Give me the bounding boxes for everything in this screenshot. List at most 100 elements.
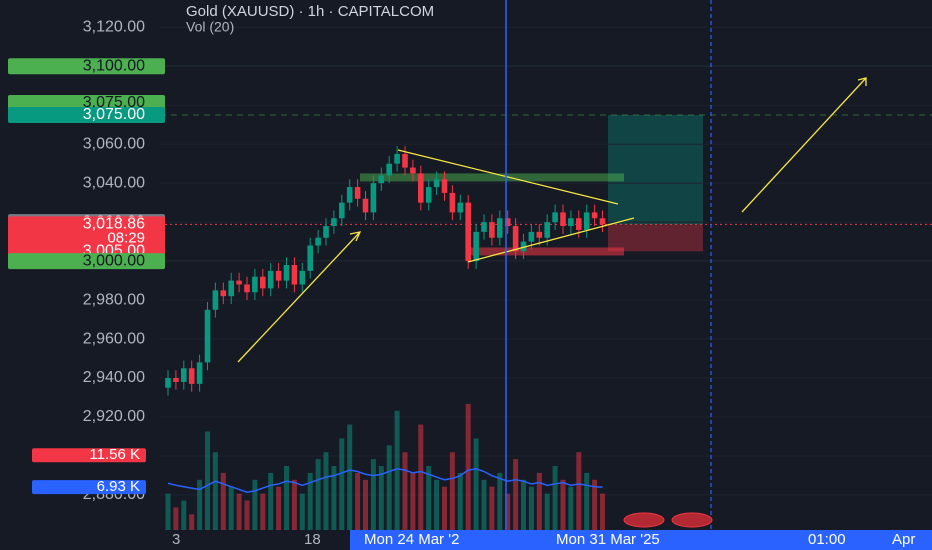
candle-body [307, 245, 313, 271]
price-tag [8, 216, 165, 247]
arrow-head [857, 77, 867, 86]
candle-body [204, 309, 211, 363]
volume-bar [205, 431, 210, 535]
candle-body [165, 378, 171, 388]
candle-body [583, 212, 590, 230]
x-label: Mon 24 Mar '2 [364, 531, 459, 548]
triangle-upper [397, 149, 619, 205]
volume-bar [386, 445, 392, 535]
candle-body [378, 175, 385, 184]
candle-body [299, 270, 306, 285]
volume-bar [457, 472, 463, 535]
candle-body [481, 222, 487, 232]
volume-bar [165, 493, 171, 535]
candle-body [212, 290, 219, 310]
candle-body [568, 218, 574, 227]
volume-bar [418, 424, 424, 535]
stop-zone [608, 224, 703, 252]
volume-bar [228, 486, 234, 535]
supply-zone [360, 173, 624, 182]
candle-body [283, 265, 290, 281]
volume-bar [291, 479, 297, 535]
volume-bar [173, 507, 179, 535]
price-tag [8, 106, 165, 123]
candle-body [331, 218, 337, 227]
event-icons [623, 512, 713, 528]
candle-body [275, 270, 282, 281]
volume-bar [473, 438, 479, 535]
candle-body [504, 218, 511, 227]
time-labels: 3 18 Mon 24 Mar '2 Mon 31 Mar '25 01:00 … [172, 531, 915, 548]
candle-body [410, 167, 416, 174]
volume-bar [252, 479, 258, 535]
volume-bar [560, 479, 566, 535]
volume-bar [592, 479, 598, 535]
price-tag [8, 58, 165, 75]
x-label: Mon 31 Mar '25 [556, 531, 660, 548]
candle-body [323, 226, 329, 238]
volume-bar [268, 472, 274, 535]
price-tag-label: 3,000.00 [83, 252, 145, 269]
volume-bar [244, 500, 250, 535]
candle-body [425, 187, 432, 203]
candle-body [220, 290, 227, 297]
candle-body [560, 212, 566, 227]
volume-bar [299, 493, 305, 535]
trend-arrow [237, 231, 361, 363]
volume-bar [315, 459, 321, 535]
candle-body [260, 276, 266, 289]
arrow-head [349, 231, 362, 242]
price-tag-label: 3,075.00 [83, 106, 145, 123]
candle-body [418, 173, 424, 203]
volume-bar [197, 479, 203, 535]
volume-bar [331, 466, 337, 535]
candle-body [339, 202, 345, 219]
volume-bar [481, 479, 487, 535]
candle-body [457, 202, 464, 213]
volume-bar [536, 472, 542, 535]
volume-bar [442, 486, 447, 535]
volume-bar [347, 424, 353, 535]
candle-body [188, 368, 195, 384]
price-tag-label: 3,075.00 [83, 94, 145, 111]
volume-bar [220, 472, 226, 535]
volume-bar [528, 486, 534, 535]
price-axis: 2,880.002,900.002,920.002,940.002,960.00… [8, 18, 165, 503]
y-tick-label: 2,940.00 [83, 369, 145, 386]
candle-body [236, 280, 242, 285]
event-flag[interactable] [623, 512, 665, 528]
x-label: 18 [304, 531, 321, 548]
volume-bar [189, 514, 195, 535]
volume-bar [552, 466, 558, 535]
volume-bar [513, 459, 519, 535]
volume-bar [600, 493, 605, 535]
chart-title: Gold (XAUUSD) · 1h · CAPITALCOM [186, 3, 434, 20]
volume-bar [307, 472, 313, 535]
volume-bar [394, 410, 400, 535]
volume-tag [32, 448, 146, 463]
volume-bar [521, 479, 526, 535]
volume-bar [497, 472, 503, 535]
candle-body [441, 179, 448, 193]
volume-bar [402, 452, 408, 535]
volume-bar [378, 466, 384, 535]
volume-bar [236, 493, 242, 535]
candle-body [591, 212, 598, 219]
candle-body [433, 179, 440, 188]
time-highlight [350, 530, 932, 550]
candle-body [536, 231, 543, 238]
candle-body [489, 222, 495, 238]
event-flag[interactable] [671, 512, 713, 528]
volume-bar [212, 452, 218, 535]
y-tick-label: 2,980.00 [83, 291, 145, 308]
candle-body [291, 265, 298, 285]
volume-tag-label: 11.56 K [89, 446, 140, 463]
volume-tag-label: 6.93 K [97, 478, 140, 495]
candle-body [599, 218, 606, 225]
candle-body [196, 362, 203, 384]
volume-bar [355, 472, 361, 535]
candle-body [576, 218, 582, 230]
y-tick-label: 3,060.00 [83, 135, 145, 152]
trend-arrow [741, 77, 867, 213]
